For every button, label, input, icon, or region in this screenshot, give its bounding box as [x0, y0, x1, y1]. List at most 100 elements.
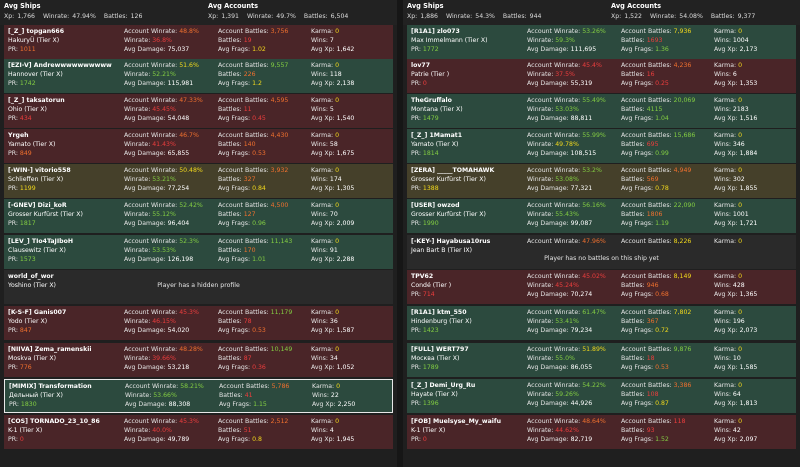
pr-value: 1830	[20, 401, 37, 408]
karma-value: 0	[738, 62, 742, 69]
avg-frags: Avg Frags: 0.45	[218, 115, 266, 122]
account-battles-value: 4,500	[270, 202, 289, 209]
ship-winrate: Winrate: 45.45%	[124, 106, 176, 113]
avg-damage-label: Avg Damage:	[527, 80, 569, 87]
account-battles-value: 4,949	[673, 167, 692, 174]
ship-battles-label: Battles:	[218, 318, 242, 325]
avg-xp-value: 1,642	[336, 46, 355, 53]
player-row[interactable]: [MIMIX] Transformation Дельный (Tier X) PR…	[4, 379, 393, 413]
ship-name: Condé (Tier )	[411, 282, 452, 289]
player-row[interactable]: [LEV_] TIo4TaJIboH Clausewitz (Tier X) PR:…	[4, 235, 393, 269]
avg-accounts-winrate-label: Winrate:	[246, 13, 274, 20]
avg-xp: Avg Xp: 1,813	[714, 400, 757, 407]
ship-wins-value: 22	[330, 392, 339, 399]
avg-frags-value: 0.53	[655, 364, 669, 371]
pr-label: PR:	[411, 327, 421, 334]
player-row[interactable]: [FULL] WERT797 Москва (Tier X) PR: 1789 Acc…	[407, 343, 796, 377]
karma-value: 0	[335, 62, 339, 69]
player-row[interactable]: [-GNEV] Dizi_koR Grosser Kurfürst (Tier X…	[4, 199, 393, 233]
ship-wins-value: 1004	[732, 37, 749, 44]
ship-battles-label: Battles:	[218, 141, 242, 148]
avg-damage: Avg Damage: 82,719	[527, 436, 592, 443]
karma: Karma: 0	[714, 28, 742, 35]
account-winrate-value: 47.96%	[582, 238, 606, 245]
account-battles-label: Account Battles:	[218, 202, 269, 209]
player-row[interactable]: [ZERA] _____TOMAHAWK Grosser Kurfürst (Ti…	[407, 164, 796, 198]
player-row[interactable]: [-WIN-] vitorio558 Schlieffen (Tier X) PR:…	[4, 164, 393, 198]
player-row[interactable]: Yrgeh Yamato (Tier X) PR: 849 Account Winra…	[4, 129, 393, 163]
player-name: [USER] owzod	[411, 202, 460, 209]
player-row[interactable]: TPV62 Condé (Tier ) PR: 714 Account Winrate…	[407, 270, 796, 304]
player-row[interactable]: [R1A1] ktm_550 Hindenburg (Tier X) PR: 142…	[407, 306, 796, 340]
pr-label: PR:	[8, 80, 18, 87]
ship-wins: Wins: 58	[311, 141, 338, 148]
ship-wins: Wins: 10	[714, 355, 741, 362]
player-row[interactable]: [_Z_] Demi_Urg_Ru Hayate (Tier X) PR: 1396…	[407, 379, 796, 413]
karma-value: 0	[335, 202, 339, 209]
ship-name: Ohio (Tier X)	[8, 106, 47, 113]
player-rating: PR: 1772	[411, 46, 439, 53]
player-row[interactable]: [_Z_] topgan666 HakuryÜ (Tier X) PR: 1011 A…	[4, 25, 393, 59]
player-row[interactable]: [COS] TORNADO_23_10_86 K-1 (Tier X) PR: 0 A…	[4, 415, 393, 449]
ship-name: Yamato (Tier X)	[8, 141, 56, 148]
karma-value: 0	[738, 167, 742, 174]
account-winrate: Account Winrate: 58.21%	[125, 383, 204, 390]
account-winrate-value: 51.6%	[179, 62, 199, 69]
avg-damage-label: Avg Damage:	[124, 115, 166, 122]
avg-frags-value: 1.2	[252, 80, 262, 87]
player-name: [_Z_] 1Mamat1	[411, 132, 463, 139]
player-row[interactable]: TheGruffalo Montana (Tier X) PR: 1479 Accou…	[407, 94, 796, 128]
ship-name: HakuryÜ (Tier X)	[8, 37, 60, 44]
ship-wins-label: Wins:	[312, 392, 329, 399]
ship-winrate-value: 46.15%	[152, 318, 176, 325]
avg-frags: Avg Frags: 1.04	[621, 115, 669, 122]
player-row[interactable]: [R1A1] zlo073 Max Immelmann (Tier X) PR: 1…	[407, 25, 796, 59]
player-row[interactable]: [-KEY-] Hayabusa10rus Jean Bart B (Tier I…	[407, 235, 796, 269]
avg-damage: Avg Damage: 77,254	[124, 185, 189, 192]
avg-damage-value: 75,037	[167, 46, 190, 53]
ship-name: Max Immelmann (Tier X)	[411, 37, 488, 44]
avg-frags-value: 0.78	[655, 185, 669, 192]
account-battles: Account Battles: 8,149	[621, 273, 691, 280]
ship-wins-label: Wins:	[311, 141, 328, 148]
player-row[interactable]: [_Z_] 1Mamat1 Yamato (Tier X) PR: 1814 Acco…	[407, 129, 796, 163]
avg-damage: Avg Damage: 54,020	[124, 327, 189, 334]
account-battles-label: Account Battles:	[621, 202, 672, 209]
ship-name: Hindenburg (Tier X)	[411, 318, 472, 325]
pr-label: PR:	[411, 185, 421, 192]
account-winrate: Account Winrate: 51.89%	[527, 346, 606, 353]
player-rating: PR: 1830	[9, 401, 37, 408]
account-battles-label: Account Battles:	[621, 346, 672, 353]
avg-accounts-winrate-value: 49.7%	[276, 13, 296, 20]
karma: Karma: 0	[714, 167, 742, 174]
account-battles-value: 5,786	[271, 383, 290, 390]
player-row[interactable]: [_Z_] taksatorun Ohio (Tier X) PR: 434 Acco…	[4, 94, 393, 128]
avg-damage-value: 54,048	[167, 115, 190, 122]
account-battles-value: 4,430	[270, 132, 289, 139]
account-battles: Account Battles: 3,932	[218, 167, 288, 174]
player-row[interactable]: [NIIVA] Zema_ramenskii Moskva (Tier X) PR:…	[4, 343, 393, 377]
ship-wins-value: 10	[732, 355, 741, 362]
player-row[interactable]: [EZI-V] Andrewwwwwwwwww Hannover (Tier X)…	[4, 59, 393, 93]
account-battles-label: Account Battles:	[621, 97, 672, 104]
account-winrate-label: Account Winrate:	[527, 346, 581, 353]
karma-value: 0	[738, 418, 742, 425]
ship-name: Clausewitz (Tier X)	[8, 247, 66, 254]
pr-label: PR:	[411, 291, 421, 298]
player-row[interactable]: lov77 Patrie (Tier ) PR: 0 Account Winrate:…	[407, 59, 796, 93]
player-row[interactable]: world_of_wor Yoshino (Tier X) Player has a…	[4, 270, 393, 304]
ship-battles-value: 93	[646, 427, 655, 434]
account-battles: Account Battles: 2,512	[218, 418, 288, 425]
ship-name: Grosser Kurfürst (Tier X)	[411, 211, 486, 218]
player-row[interactable]: [K-S-F] Ganis007 Yodo (Tier X) PR: 847 Acco…	[4, 306, 393, 340]
avg-damage-value: 111,695	[570, 46, 597, 53]
avg-ships-battles-value: 944	[529, 13, 542, 20]
avg-accounts-winrate-value: 54.08%	[679, 13, 703, 20]
avg-frags-label: Avg Frags:	[621, 115, 654, 122]
player-row[interactable]: [USER] owzod Grosser Kurfürst (Tier X) PR:…	[407, 199, 796, 233]
avg-ships-xp-value: 1,766	[17, 13, 35, 20]
player-row[interactable]: [FOB] Muelsyse_My_waifu K-1 (Tier X) PR: 0…	[407, 415, 796, 449]
row-message: Player has a hidden profile	[157, 282, 240, 289]
ship-name: Montana (Tier X)	[411, 106, 463, 113]
